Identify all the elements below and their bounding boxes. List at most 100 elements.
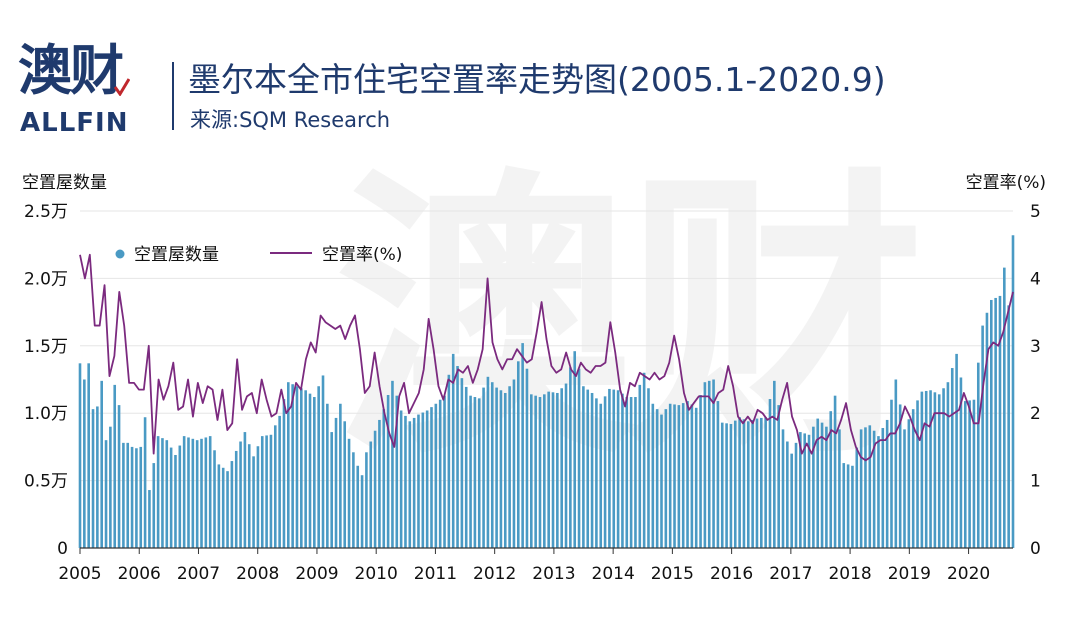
- bar: [647, 388, 650, 548]
- bar: [703, 382, 707, 548]
- x-tick-label: 2013: [532, 564, 575, 584]
- axes: 0 0.5万 1.0万 1.5万 2.0万 2.5万 0 1 2 3 4 5 2005 2006 2007 2…: [24, 202, 1041, 584]
- x-tick-label: 2007: [177, 564, 220, 584]
- bar: [425, 410, 429, 548]
- chart-title: 墨尔本全市住宅空置率走势图(2005.1-2020.9): [188, 60, 886, 99]
- bar: [694, 407, 698, 548]
- bar: [660, 414, 663, 548]
- bar: [655, 409, 659, 548]
- bar: [712, 379, 715, 548]
- bar: [404, 415, 407, 548]
- bar: [803, 433, 806, 548]
- x-tick-label: 2008: [236, 564, 279, 584]
- bar: [278, 415, 281, 548]
- bar: [994, 297, 997, 548]
- bar: [681, 403, 685, 548]
- bar: [781, 429, 785, 548]
- x-tick-label: 2005: [58, 564, 101, 584]
- bar: [842, 463, 846, 548]
- bar: [356, 465, 360, 548]
- bar: [139, 446, 143, 548]
- bar: [816, 418, 820, 548]
- bar: [651, 403, 655, 548]
- bar: [608, 388, 611, 548]
- bar: [699, 395, 702, 548]
- bar: [399, 410, 403, 548]
- bar: [773, 380, 776, 548]
- bar: [755, 418, 759, 548]
- bar: [464, 386, 468, 548]
- bar: [538, 397, 542, 548]
- bar: [825, 426, 828, 548]
- bar: [482, 387, 485, 548]
- bar: [178, 445, 182, 548]
- bar: [881, 428, 885, 548]
- bar: [690, 404, 694, 548]
- bar: [564, 383, 568, 548]
- bar: [525, 368, 529, 548]
- bar: [569, 367, 572, 548]
- legend: 空置屋数量 空置率(%): [115, 245, 402, 265]
- right-tick-label: 4: [1030, 269, 1041, 289]
- bar: [872, 430, 876, 548]
- bar: [998, 295, 1002, 548]
- bar: [833, 395, 837, 548]
- bar: [143, 417, 147, 548]
- bar: [308, 393, 312, 548]
- bar: [295, 386, 299, 548]
- legend-label-vacant: 空置屋数量: [134, 245, 219, 265]
- left-tick-label: 1.5万: [24, 337, 68, 357]
- right-tick-label: 0: [1030, 539, 1041, 559]
- bar: [521, 343, 524, 548]
- right-tick-label: 3: [1030, 337, 1041, 357]
- bar: [495, 387, 498, 548]
- left-axis-title: 空置屋数量: [22, 173, 107, 193]
- bar: [729, 423, 733, 548]
- bar: [486, 376, 490, 548]
- bar: [1011, 235, 1015, 548]
- bar: [317, 386, 320, 548]
- bar: [916, 400, 919, 548]
- bar: [868, 425, 872, 548]
- right-tick-label: 1: [1030, 472, 1041, 492]
- bar: [352, 452, 355, 548]
- bar: [130, 446, 134, 548]
- bar: [204, 437, 208, 548]
- x-tick-label: 2011: [414, 564, 457, 584]
- bar: [408, 421, 412, 548]
- bar: [530, 394, 533, 548]
- bar: [291, 384, 294, 548]
- logo-check-mark-icon: [114, 78, 130, 96]
- bar: [191, 438, 195, 548]
- bar: [942, 388, 945, 548]
- bar: [673, 404, 676, 548]
- bar: [226, 471, 229, 548]
- bar: [738, 417, 741, 548]
- x-tick-label: 2014: [592, 564, 635, 584]
- bar: [169, 447, 173, 548]
- bar: [269, 434, 273, 548]
- bar: [360, 475, 364, 548]
- bar: [391, 380, 394, 548]
- bar: [256, 446, 260, 548]
- bar: [877, 436, 880, 548]
- bar: [300, 388, 303, 548]
- bar: [382, 409, 386, 548]
- bar: [807, 434, 811, 548]
- bar: [777, 405, 780, 548]
- bar: [751, 419, 754, 548]
- bar: [543, 394, 546, 548]
- bar: [347, 438, 351, 548]
- bar: [473, 397, 477, 548]
- bar: [200, 438, 203, 548]
- bar: [122, 442, 125, 548]
- bar: [378, 419, 381, 548]
- bar: [612, 389, 616, 548]
- bar: [469, 395, 472, 548]
- bar: [621, 393, 624, 548]
- bar: [859, 429, 863, 548]
- bar: [365, 452, 368, 548]
- x-tick-label: 2010: [355, 564, 398, 584]
- bar: [799, 432, 802, 548]
- bar: [456, 366, 459, 548]
